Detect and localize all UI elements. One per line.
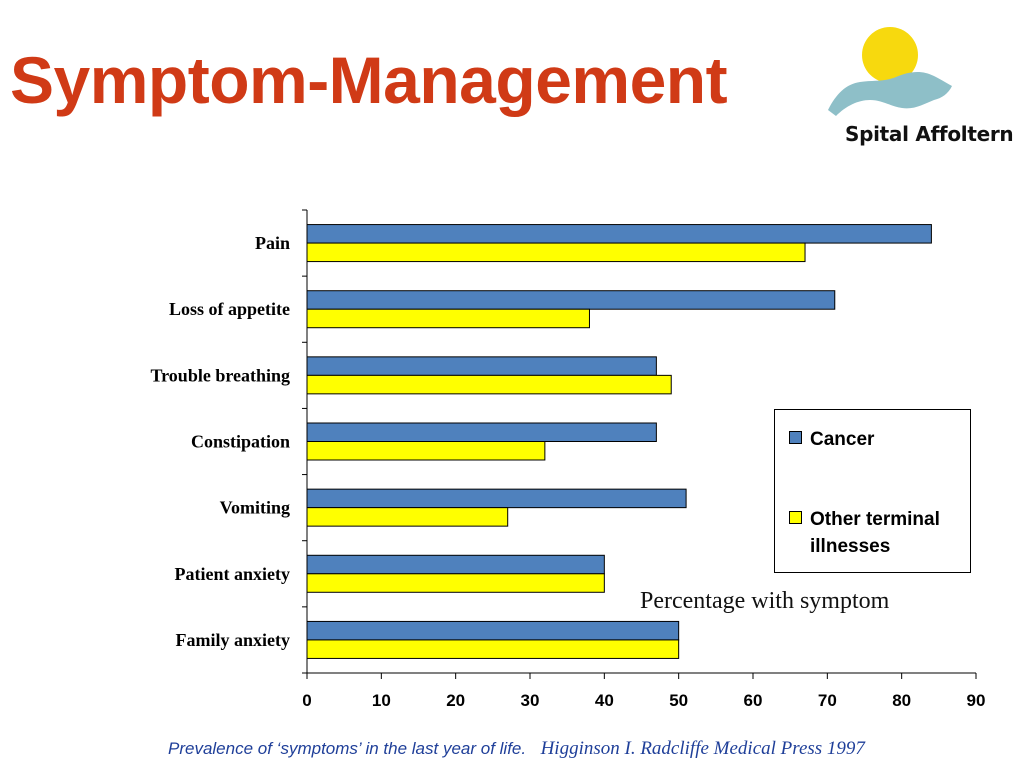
slide-title: Symptom-Management <box>10 43 728 117</box>
bar-cancer-trouble-breathing <box>306 356 657 376</box>
logo-sun-icon <box>862 27 918 83</box>
x-tick-label: 10 <box>372 691 391 710</box>
x-tick-label: 80 <box>892 691 911 710</box>
bar-other-terminal-illnesses-pain <box>306 242 806 263</box>
x-tick-label: 60 <box>744 691 763 710</box>
y-category-label: Vomiting <box>220 498 290 518</box>
bar-other-terminal-illnesses-loss-of-appetite <box>306 308 590 329</box>
x-tick-label: 30 <box>521 691 540 710</box>
spital-affoltern-logo: Spital Affoltern <box>824 24 1014 154</box>
y-category-label: Constipation <box>191 432 290 452</box>
slide-footer: Prevalence of ‘symptoms’ in the last yea… <box>168 738 865 760</box>
legend-item-cancer: Cancer <box>789 426 970 453</box>
legend-swatch-cancer <box>789 431 802 444</box>
bar-other-terminal-illnesses-trouble-breathing <box>306 374 672 395</box>
chart-annotation: Percentage with symptom <box>640 588 890 614</box>
bar-other-terminal-illnesses-constipation <box>306 441 546 461</box>
bar-cancer-family-anxiety <box>306 620 680 641</box>
bar-cancer-vomiting <box>306 488 687 509</box>
bar-cancer-loss-of-appetite <box>306 290 836 310</box>
x-tick-label: 20 <box>446 691 465 710</box>
y-category-label: Pain <box>255 233 290 253</box>
x-tick-label: 40 <box>595 691 614 710</box>
bar-cancer-patient-anxiety <box>306 554 605 575</box>
x-tick-label: 50 <box>669 691 688 710</box>
sun-over-waves-icon <box>828 27 952 116</box>
x-tick-label: 70 <box>818 691 837 710</box>
y-category-label: Family anxiety <box>176 630 291 650</box>
x-tick-label: 0 <box>302 691 311 710</box>
bar-other-terminal-illnesses-vomiting <box>306 507 509 527</box>
bar-cancer-pain <box>306 224 932 244</box>
logo-wave-icon <box>828 71 952 116</box>
footer-citation: Higginson I. Radcliffe Medical Press 199… <box>540 738 865 759</box>
y-category-label: Patient anxiety <box>175 564 290 584</box>
chart-legend: Cancer Other terminal illnesses <box>774 409 971 573</box>
legend-label-other: Other terminal illnesses <box>810 509 940 557</box>
bar-other-terminal-illnesses-patient-anxiety <box>306 573 605 593</box>
footer-caption: Prevalence of ‘symptoms’ in the last yea… <box>168 739 527 758</box>
y-category-label: Trouble breathing <box>150 365 290 385</box>
logo-text: Spital Affoltern <box>845 122 1014 146</box>
legend-item-other: Other terminal illnesses <box>789 506 970 560</box>
legend-label-cancer: Cancer <box>810 429 875 450</box>
x-tick-label: 90 <box>967 691 986 710</box>
bar-other-terminal-illnesses-family-anxiety <box>306 639 680 659</box>
legend-swatch-other <box>789 511 802 524</box>
bar-cancer-constipation <box>306 422 657 442</box>
y-category-label: Loss of appetite <box>169 299 290 319</box>
